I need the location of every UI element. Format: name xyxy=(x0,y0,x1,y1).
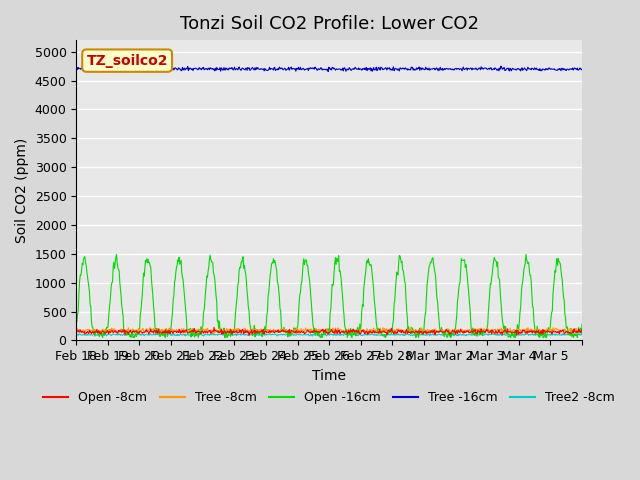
X-axis label: Time: Time xyxy=(312,369,346,383)
Title: Tonzi Soil CO2 Profile: Lower CO2: Tonzi Soil CO2 Profile: Lower CO2 xyxy=(180,15,479,33)
Text: TZ_soilco2: TZ_soilco2 xyxy=(86,54,168,68)
Legend: Open -8cm, Tree -8cm, Open -16cm, Tree -16cm, Tree2 -8cm: Open -8cm, Tree -8cm, Open -16cm, Tree -… xyxy=(38,386,620,409)
Y-axis label: Soil CO2 (ppm): Soil CO2 (ppm) xyxy=(15,138,29,243)
